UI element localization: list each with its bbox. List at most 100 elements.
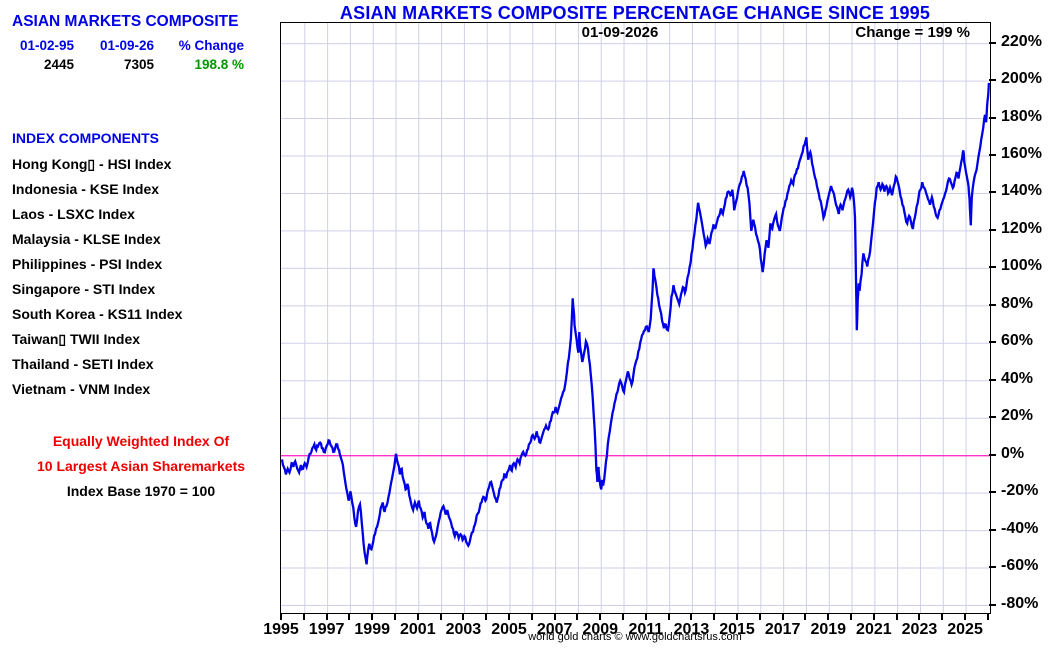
- x-axis-tick: [986, 614, 989, 620]
- x-axis-label: 1995: [263, 621, 299, 638]
- x-axis-tick: [736, 614, 739, 620]
- index-component-item: Malaysia - KLSE Index: [12, 231, 161, 247]
- index-component-item: Singapore - STI Index: [12, 281, 156, 297]
- y-axis-tick: [989, 528, 996, 531]
- y-axis-label: 220%: [1001, 32, 1042, 50]
- x-axis-tick: [872, 614, 875, 620]
- x-axis-tick: [462, 614, 465, 620]
- x-axis-tick: [622, 614, 625, 620]
- x-axis-tick: [804, 614, 807, 620]
- x-axis-tick: [850, 614, 853, 620]
- index-component-item: Taiwan▯ TWII Index: [12, 331, 141, 347]
- y-axis-tick: [989, 341, 996, 344]
- x-axis-label: 2025: [947, 621, 983, 638]
- x-axis-tick: [553, 614, 556, 620]
- index-component-item: Philippines - PSI Index: [12, 256, 163, 272]
- x-axis-tick: [918, 614, 921, 620]
- y-axis-label: 60%: [1001, 332, 1034, 350]
- y-axis-label: -60%: [1001, 557, 1039, 575]
- y-axis-tick: [989, 603, 996, 606]
- x-axis-tick: [508, 614, 511, 620]
- y-axis-label: 120%: [1001, 219, 1042, 237]
- x-axis-tick: [416, 614, 419, 620]
- y-axis-tick: [989, 153, 996, 156]
- index-component-item: Hong Kong▯ - HSI Index: [12, 156, 172, 172]
- start-date-header: 01-02-95: [19, 38, 74, 53]
- y-axis-tick: [989, 191, 996, 194]
- copyright-footer: world gold charts © www.goldchartsrus.co…: [528, 631, 742, 643]
- x-axis-tick: [667, 614, 670, 620]
- y-axis-label: -40%: [1001, 519, 1039, 537]
- y-axis-tick: [989, 491, 996, 494]
- index-component-item: South Korea - KS11 Index: [12, 306, 183, 322]
- market-summary-table: 01-02-95 01-09-26 % Change 2445 7305 198…: [2, 38, 246, 72]
- note-index-base: Index Base 1970 = 100: [66, 483, 216, 499]
- x-axis-tick: [781, 614, 784, 620]
- y-axis-label: 0%: [1001, 444, 1025, 462]
- x-axis-label: 2015: [719, 621, 755, 638]
- x-axis-tick: [302, 614, 305, 620]
- x-axis-label: 2005: [491, 621, 527, 638]
- x-axis-tick: [439, 614, 442, 620]
- market-summary-title: ASIAN MARKETS COMPOSITE: [12, 13, 239, 30]
- index-components-list: Hong Kong▯ - HSI Index Indonesia - KSE In…: [12, 152, 182, 402]
- y-axis-tick: [989, 79, 996, 82]
- x-axis-tick: [827, 614, 830, 620]
- x-axis-label: 2001: [400, 621, 436, 638]
- x-axis-label: 2013: [673, 621, 710, 638]
- x-axis-tick: [644, 614, 647, 620]
- x-axis-label: 2023: [901, 621, 938, 638]
- y-axis-tick: [989, 41, 996, 44]
- annotation-last-date: 01-09-2026: [581, 24, 659, 41]
- chart-title: ASIAN MARKETS COMPOSITE PERCENTAGE CHANG…: [339, 3, 931, 23]
- y-axis-tick: [989, 228, 996, 231]
- x-axis-tick: [485, 614, 488, 620]
- end-value: 7305: [123, 57, 154, 72]
- x-axis-tick: [348, 614, 351, 620]
- x-axis-tick: [895, 614, 898, 620]
- x-axis-label: 2011: [628, 621, 664, 638]
- x-axis-label: 2019: [810, 621, 847, 638]
- x-axis-tick: [576, 614, 579, 620]
- index-notes: Equally Weighted Index Of 10 Largest Asi…: [10, 429, 272, 504]
- index-components-title: INDEX COMPONENTS: [12, 130, 160, 146]
- note-equally-weighted: Equally Weighted Index Of: [52, 433, 230, 449]
- y-axis-tick: [989, 266, 996, 269]
- end-date-header: 01-09-26: [99, 38, 154, 53]
- x-axis-label: 2017: [764, 621, 801, 638]
- y-axis-label: 180%: [1001, 107, 1042, 125]
- start-value: 2445: [43, 57, 74, 72]
- y-axis-label: 40%: [1001, 369, 1034, 387]
- note-ten-largest: 10 Largest Asian Sharemarkets: [36, 458, 246, 474]
- y-axis-label: 160%: [1001, 144, 1042, 162]
- y-axis-label: -80%: [1001, 594, 1039, 612]
- index-component-item: Vietnam - VNM Index: [12, 381, 151, 397]
- y-axis-tick: [989, 416, 996, 419]
- y-axis-label: 100%: [1001, 257, 1042, 275]
- composite-line-chart: [281, 23, 990, 613]
- y-axis-label: 140%: [1001, 182, 1042, 200]
- y-axis-label: 200%: [1001, 70, 1042, 88]
- composite-series-line: [281, 82, 990, 565]
- y-axis-tick: [989, 566, 996, 569]
- x-axis-tick: [964, 614, 967, 620]
- x-axis-label: 2003: [445, 621, 482, 638]
- x-axis-label: 1997: [308, 621, 345, 638]
- x-axis-tick: [394, 614, 396, 620]
- index-component-item: Indonesia - KSE Index: [12, 181, 160, 197]
- x-axis-label: 2009: [582, 621, 619, 638]
- x-axis-tick: [280, 614, 282, 620]
- x-axis-label: 1999: [354, 621, 390, 638]
- x-axis-tick: [371, 614, 374, 620]
- x-axis-tick: [941, 614, 944, 620]
- y-axis-tick: [989, 453, 996, 456]
- y-axis-label: 20%: [1001, 407, 1034, 425]
- x-axis-tick: [758, 614, 761, 620]
- y-axis-label: 80%: [1001, 294, 1034, 312]
- x-axis-tick: [325, 614, 328, 620]
- y-axis-tick: [989, 378, 996, 381]
- percent-change-header: % Change: [178, 38, 244, 53]
- chart-plot-area: [280, 22, 991, 614]
- x-axis-tick: [599, 614, 602, 620]
